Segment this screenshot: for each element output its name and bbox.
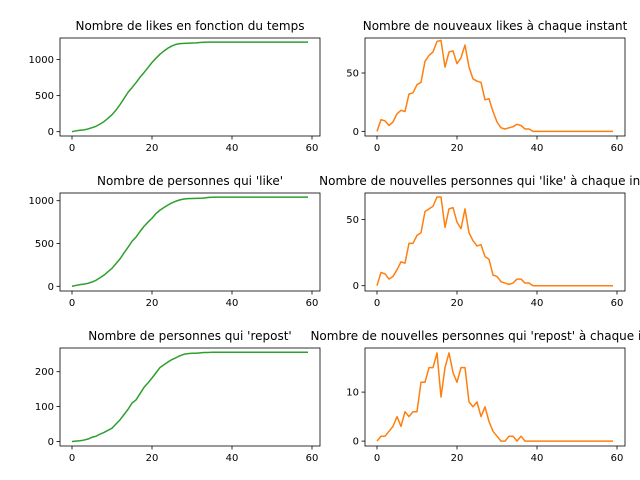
x-tick-label: 60 [611, 143, 624, 154]
x-tick-label: 40 [531, 453, 544, 464]
x-tick-label: 20 [451, 298, 464, 309]
series-line [376, 196, 613, 287]
x-tick-label: 20 [451, 453, 464, 464]
subplot-title: Nombre de personnes qui 'repost' [88, 329, 291, 343]
subplot-title: Nombre de nouveaux likes à chaque instan… [363, 19, 628, 33]
y-tick-label: 0 [48, 437, 54, 448]
axes-frame [59, 347, 321, 447]
y-tick-label: 500 [35, 91, 54, 102]
x-tick-label: 0 [69, 453, 75, 464]
x-tick-label: 20 [146, 143, 159, 154]
y-tick-label: 100 [35, 402, 54, 413]
axes-frame [364, 192, 626, 292]
y-tick-label: 500 [35, 239, 54, 250]
y-tick-label: 0 [48, 282, 54, 293]
x-tick-label: 40 [226, 298, 239, 309]
x-tick-label: 60 [611, 298, 624, 309]
subplot-2: Nombre de nouveaux likes à chaque instan… [346, 19, 627, 154]
axes-frame [59, 192, 321, 292]
series-line [71, 351, 308, 443]
y-tick-label: 0 [353, 437, 359, 448]
x-tick-label: 20 [451, 143, 464, 154]
subplot-title: Nombre de likes en fonction du temps [75, 19, 304, 33]
x-tick-label: 60 [306, 298, 319, 309]
subplot-6: Nombre de nouvelles personnes qui 'repos… [310, 329, 640, 464]
y-tick-label: 1000 [29, 55, 54, 66]
subplot-title: Nombre de personnes qui 'like' [97, 174, 283, 188]
x-tick-label: 60 [611, 453, 624, 464]
y-tick-label: 0 [353, 127, 359, 138]
y-tick-label: 0 [48, 127, 54, 138]
y-tick-label: 0 [353, 281, 359, 292]
x-tick-label: 0 [374, 298, 380, 309]
x-tick-label: 60 [306, 143, 319, 154]
axes-frame [364, 347, 626, 447]
x-tick-label: 40 [226, 143, 239, 154]
series-line [71, 41, 308, 133]
subplot-1: Nombre de likes en fonction du temps 0 20 4… [29, 19, 321, 154]
x-tick-label: 0 [69, 143, 75, 154]
series-line [71, 196, 308, 288]
subplot-title: Nombre de nouvelles personnes qui 'repos… [310, 329, 640, 343]
series-line [376, 352, 613, 442]
series-line [376, 39, 613, 133]
x-tick-label: 40 [531, 298, 544, 309]
axes-frame [364, 37, 626, 137]
y-tick-label: 200 [35, 367, 54, 378]
x-tick-label: 0 [69, 298, 75, 309]
subplot-title: Nombre de nouvelles personnes qui 'like'… [319, 174, 640, 188]
y-tick-label: 50 [346, 215, 359, 226]
subplot-4: Nombre de nouvelles personnes qui 'like'… [319, 174, 640, 309]
x-tick-label: 40 [226, 453, 239, 464]
y-tick-label: 1000 [29, 196, 54, 207]
x-tick-label: 20 [146, 298, 159, 309]
x-tick-label: 0 [374, 453, 380, 464]
y-tick-label: 50 [346, 69, 359, 80]
subplot-5: Nombre de personnes qui 'repost' 0 20 40 60 0… [35, 329, 321, 464]
axes-frame [59, 37, 321, 137]
x-tick-label: 0 [374, 143, 380, 154]
x-tick-label: 20 [146, 453, 159, 464]
x-tick-label: 60 [306, 453, 319, 464]
y-tick-label: 10 [346, 388, 359, 399]
subplot-3: Nombre de personnes qui 'like' 0 20 40 60 0 50… [29, 174, 321, 309]
x-tick-label: 40 [531, 143, 544, 154]
